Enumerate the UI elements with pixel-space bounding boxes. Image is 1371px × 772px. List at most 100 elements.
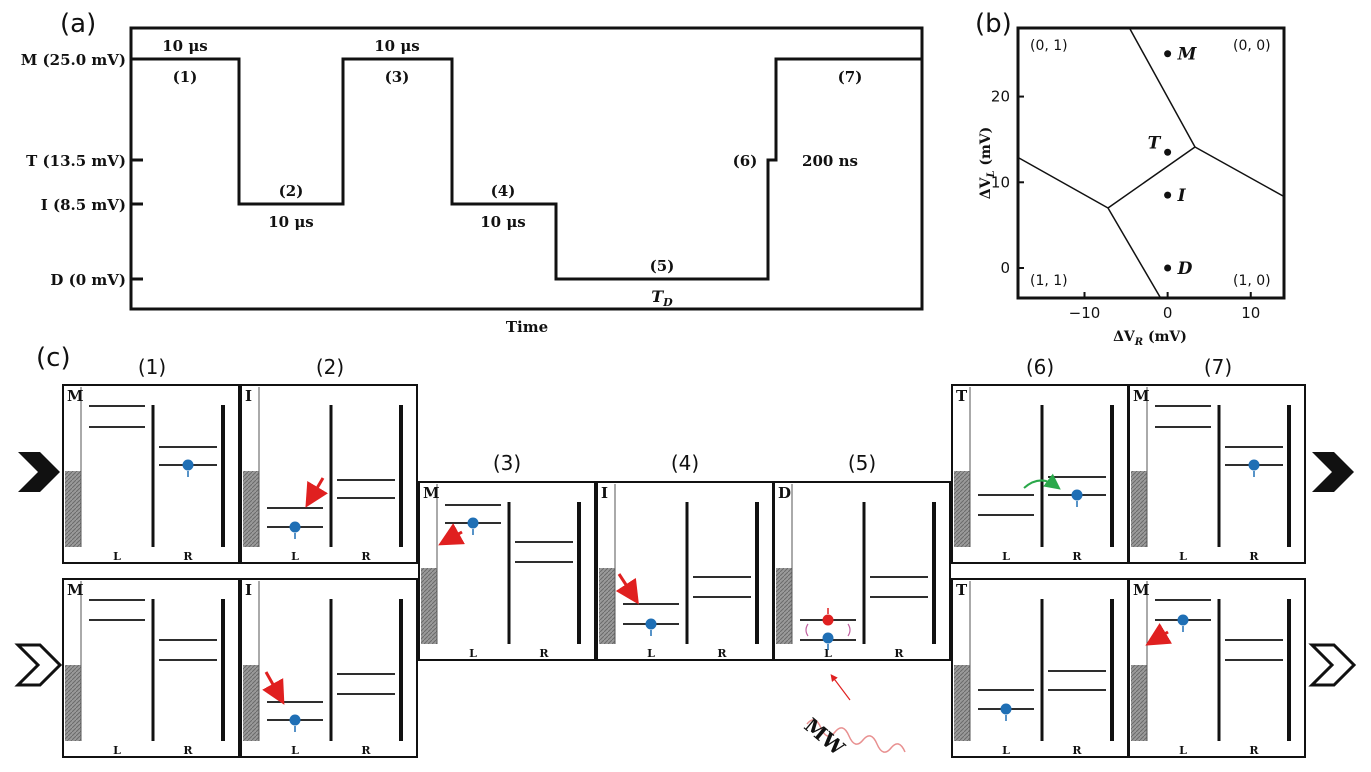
transition-lines <box>1018 28 1284 298</box>
x-tick-label: −10 <box>1069 304 1101 322</box>
spin-down-arrow-right-icon <box>1308 643 1357 687</box>
energy-diagram-box: T L R <box>951 578 1129 758</box>
dot-R-label: R <box>539 647 549 660</box>
step-c-1: (1) <box>138 355 166 379</box>
lead-reservoir <box>1131 471 1147 547</box>
duration-2: 10 μs <box>268 213 314 231</box>
gate-level-letter: M <box>67 387 84 405</box>
mw-arrow-icon <box>830 674 851 701</box>
time-axis-label: Time <box>506 318 548 336</box>
pulse-trace <box>131 57 922 281</box>
step-a-7: (7) <box>838 68 863 86</box>
gate-level-letter: M <box>1133 581 1150 599</box>
duration-3: 10 μs <box>374 37 420 55</box>
mw-label: MW <box>800 713 850 760</box>
lead-reservoir <box>243 665 259 741</box>
electron-spin-icon <box>822 632 834 644</box>
electron-spin-icon <box>645 618 657 630</box>
phase-ylabel: ΔVL (mV) <box>978 127 997 200</box>
microwave-drive: MW <box>800 674 906 761</box>
spin-up-arrow-right-icon <box>1312 452 1354 492</box>
lead-reservoir <box>599 568 615 644</box>
y-tick-label: 20 <box>991 88 1010 106</box>
energy-diagram-box: M L R <box>1128 384 1306 564</box>
step-c-7: (7) <box>1204 355 1232 379</box>
transfer-arrow-icon <box>1023 473 1061 490</box>
electron-spin-icon <box>289 521 301 533</box>
dot-L-label: L <box>647 647 655 660</box>
step-c-3: (3) <box>493 451 521 475</box>
electron-spin-icon <box>467 517 479 529</box>
lead-reservoir <box>954 471 970 547</box>
dot-R-label: R <box>1072 744 1082 757</box>
duration-1: 10 μs <box>162 37 208 55</box>
lead-reservoir <box>421 568 437 644</box>
step-a-2: (2) <box>279 182 304 200</box>
energy-diagram-box: I L R <box>240 578 418 758</box>
gate-level-letter: I <box>245 387 252 405</box>
dot-R-label: R <box>1249 550 1259 563</box>
electron-spin-icon <box>1248 459 1260 471</box>
lead-reservoir <box>954 665 970 741</box>
lead-reservoir <box>65 471 81 547</box>
region-01: (0, 1) <box>1030 38 1068 54</box>
level-M-label: M (25.0 mV) <box>21 51 126 69</box>
point-T <box>1164 148 1172 156</box>
region-11: (1, 1) <box>1030 273 1068 289</box>
tunneling-arrow-icon <box>438 523 465 546</box>
dot-R-label: R <box>361 550 371 563</box>
dot-L-label: L <box>1179 550 1187 563</box>
panel-a-label: (a) <box>60 9 96 39</box>
dot-R-label: R <box>361 744 371 757</box>
dot-L-label: L <box>291 744 299 757</box>
dot-L-label: L <box>1002 744 1010 757</box>
step-c-5: (5) <box>848 451 876 475</box>
region-00: (0, 0) <box>1233 38 1271 54</box>
dot-R-label: R <box>1249 744 1259 757</box>
gate-level-letter: T <box>956 387 968 405</box>
step-a-4: (4) <box>491 182 516 200</box>
phase-frame <box>1016 26 1286 300</box>
x-tick-label: 0 <box>1163 304 1173 322</box>
step-a-1: (1) <box>173 68 198 86</box>
gate-level-letter: M <box>67 581 84 599</box>
dot-R-label: R <box>183 744 193 757</box>
dot-R-label: R <box>1072 550 1082 563</box>
dot-L-label: L <box>113 550 121 563</box>
gate-level-letter: I <box>245 581 252 599</box>
point-M <box>1164 50 1172 58</box>
spin-down-arrow-left-icon <box>14 643 63 687</box>
pulse-frame <box>129 26 924 311</box>
step-c-6: (6) <box>1026 355 1054 379</box>
y-tick-label: 10 <box>991 173 1010 191</box>
electron-spin-icon <box>1177 614 1189 626</box>
dot-L-label: L <box>1002 550 1010 563</box>
y-tick-label: 0 <box>1000 259 1010 277</box>
gate-level-letter: M <box>1133 387 1150 405</box>
energy-diagrams: M L R I L R M L R T L R M L R I L R D L R M L R I L R T L R M L R <box>62 384 1306 758</box>
point-D <box>1164 264 1172 272</box>
tunneling-arrow-icon <box>615 573 639 605</box>
level-D-label: D (0 mV) <box>50 271 126 289</box>
step-c-4: (4) <box>671 451 699 475</box>
gate-level-letter: D <box>778 484 791 502</box>
electron-spin-icon <box>1071 489 1083 501</box>
step-c-2: (2) <box>316 355 344 379</box>
phase-xlabel: ΔVR (mV) <box>1113 329 1187 348</box>
gate-level-letter: I <box>601 484 608 502</box>
step-a-3: (3) <box>385 68 410 86</box>
energy-diagram-box: M L R <box>62 578 240 758</box>
mw-wave-icon <box>806 719 906 753</box>
dot-L-label: L <box>469 647 477 660</box>
dot-L-label: L <box>1179 744 1187 757</box>
rabi-oscillation-icon <box>805 623 809 637</box>
lead-reservoir <box>65 665 81 741</box>
electron-spin-icon <box>289 714 301 726</box>
x-tick-label: 10 <box>1241 304 1260 322</box>
step-a-5: (5) <box>650 257 675 275</box>
energy-diagram-box: M L R <box>1128 578 1306 758</box>
dot-R-label: R <box>183 550 193 563</box>
point-label-T: T <box>1148 133 1162 153</box>
energy-diagram-box: I L R <box>240 384 418 564</box>
